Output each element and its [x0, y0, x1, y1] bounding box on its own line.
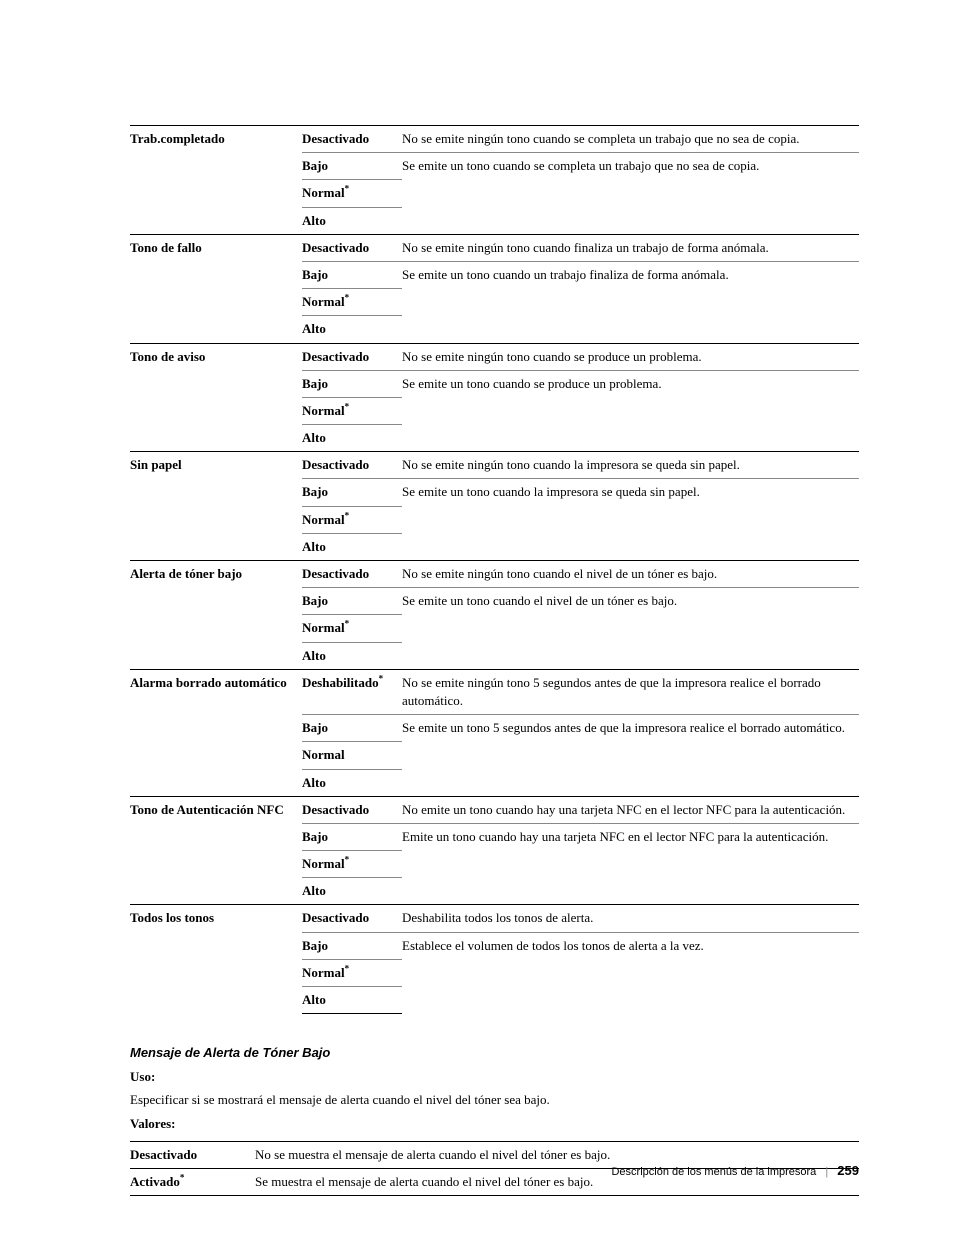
section-heading: Mensaje de Alerta de Tóner Bajo: [130, 1044, 859, 1062]
footnote-marker: *: [345, 963, 350, 973]
footnote-marker: *: [345, 184, 350, 194]
option-label: Bajo: [302, 479, 402, 506]
option-label: Bajo: [302, 932, 402, 959]
option-label: Normal*: [302, 959, 402, 986]
option-label: Bajo: [302, 153, 402, 180]
page-footer: Descripción de los menús de la impresora…: [130, 1162, 859, 1180]
footnote-marker: *: [345, 293, 350, 303]
setting-label: Alarma borrado automático: [130, 669, 302, 796]
option-label: Desactivado: [302, 561, 402, 588]
table-row: Trab.completadoDesactivadoNo se emite ni…: [130, 126, 859, 153]
setting-label: Alerta de tóner bajo: [130, 561, 302, 670]
option-description: Se emite un tono 5 segundos antes de que…: [402, 715, 859, 797]
option-description: Se emite un tono cuando el nivel de un t…: [402, 588, 859, 670]
table-row: Tono de Autenticación NFCDesactivadoNo e…: [130, 796, 859, 823]
table-row: Sin papelDesactivadoNo se emite ningún t…: [130, 452, 859, 479]
option-label: Alto: [302, 533, 402, 560]
option-label: Normal: [302, 742, 402, 769]
option-description: No emite un tono cuando hay una tarjeta …: [402, 796, 859, 823]
option-label: Alto: [302, 878, 402, 905]
valores-label: Valores:: [130, 1115, 859, 1133]
option-label: Bajo: [302, 370, 402, 397]
setting-label: Sin papel: [130, 452, 302, 561]
option-description: Establece el volumen de todos los tonos …: [402, 932, 859, 1014]
option-description: No se emite ningún tono cuando la impres…: [402, 452, 859, 479]
option-label: Alto: [302, 769, 402, 796]
option-label: Desactivado: [302, 796, 402, 823]
option-label: Alto: [302, 316, 402, 343]
table-row: Alarma borrado automáticoDeshabilitado*N…: [130, 669, 859, 714]
option-description: No se emite ningún tono 5 segundos antes…: [402, 669, 859, 714]
option-label: Bajo: [302, 823, 402, 850]
option-label: Alto: [302, 987, 402, 1014]
option-label: Alto: [302, 642, 402, 669]
option-label: Normal*: [302, 615, 402, 642]
footer-separator: |: [825, 1166, 828, 1178]
option-description: Se emite un tono cuando se produce un pr…: [402, 370, 859, 452]
option-label: Alto: [302, 425, 402, 452]
setting-label: Tono de fallo: [130, 234, 302, 343]
option-label: Normal*: [302, 289, 402, 316]
option-label: Desactivado: [302, 343, 402, 370]
footnote-marker: *: [379, 673, 384, 683]
table-row: Tono de falloDesactivadoNo se emite ning…: [130, 234, 859, 261]
setting-label: Trab.completado: [130, 126, 302, 235]
option-label: Desactivado: [302, 126, 402, 153]
option-label: Normal*: [302, 851, 402, 878]
option-label: Bajo: [302, 261, 402, 288]
option-label: Alto: [302, 207, 402, 234]
option-description: No se emite ningún tono cuando se comple…: [402, 126, 859, 153]
option-label: Deshabilitado*: [302, 669, 402, 714]
option-description: Deshabilita todos los tonos de alerta.: [402, 905, 859, 932]
option-description: Se emite un tono cuando la impresora se …: [402, 479, 859, 561]
page-number: 259: [837, 1163, 859, 1178]
option-description: No se emite ningún tono cuando se produc…: [402, 343, 859, 370]
option-label: Bajo: [302, 715, 402, 742]
setting-label: Tono de aviso: [130, 343, 302, 452]
option-label: Normal*: [302, 506, 402, 533]
uso-text: Especificar si se mostrará el mensaje de…: [130, 1091, 859, 1109]
footer-text: Descripción de los menús de la impresora: [611, 1166, 816, 1178]
uso-label: Uso:: [130, 1068, 859, 1086]
setting-label: Tono de Autenticación NFC: [130, 796, 302, 905]
option-label: Normal*: [302, 397, 402, 424]
footnote-marker: *: [345, 402, 350, 412]
option-description: No se emite ningún tono cuando finaliza …: [402, 234, 859, 261]
option-label: Normal*: [302, 180, 402, 207]
setting-label: Todos los tonos: [130, 905, 302, 1014]
option-label: Desactivado: [302, 234, 402, 261]
footnote-marker: *: [345, 855, 350, 865]
option-label: Desactivado: [302, 905, 402, 932]
table-row: Alerta de tóner bajoDesactivadoNo se emi…: [130, 561, 859, 588]
footnote-marker: *: [345, 510, 350, 520]
table-row: Todos los tonosDesactivadoDeshabilita to…: [130, 905, 859, 932]
option-label: Desactivado: [302, 452, 402, 479]
option-description: No se emite ningún tono cuando el nivel …: [402, 561, 859, 588]
option-label: Bajo: [302, 588, 402, 615]
option-description: Se emite un tono cuando se completa un t…: [402, 153, 859, 235]
footnote-marker: *: [345, 619, 350, 629]
tones-table: Trab.completadoDesactivadoNo se emite ni…: [130, 125, 859, 1014]
option-description: Emite un tono cuando hay una tarjeta NFC…: [402, 823, 859, 905]
option-description: Se emite un tono cuando un trabajo final…: [402, 261, 859, 343]
table-row: Tono de avisoDesactivadoNo se emite ning…: [130, 343, 859, 370]
